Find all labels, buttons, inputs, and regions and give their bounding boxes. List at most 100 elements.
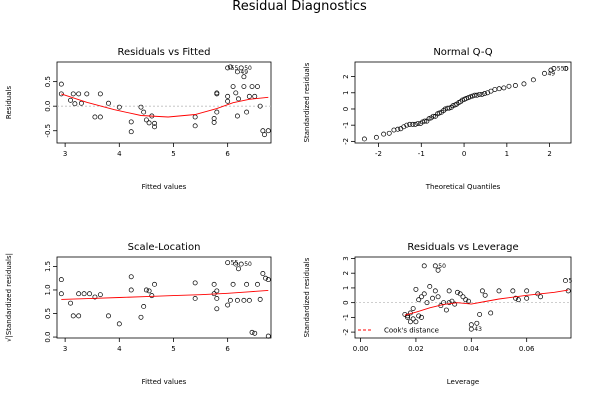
residuals-vs-leverage-data-point — [455, 289, 460, 295]
scale-location-title: Scale-Location — [128, 242, 201, 253]
residuals-vs-leverage-data-point — [474, 320, 480, 326]
normal-qq-data-point — [398, 126, 404, 132]
normal-qq-data-point — [436, 110, 442, 116]
scale-location-data-point — [97, 292, 103, 298]
normal-qq-data-point — [422, 118, 428, 124]
residuals-vs-leverage-data-point — [446, 288, 452, 294]
normal-qq-x-axis-label: Theoretical Quantiles — [425, 183, 501, 191]
scale-location-data-point — [141, 303, 147, 309]
residuals-vs-fitted-data-point — [97, 114, 103, 120]
normal-qq-point-label: 49 — [547, 70, 555, 77]
scale-location-data-point — [265, 333, 271, 339]
residuals-vs-fitted-data-point — [72, 101, 78, 107]
normal-qq-data-point — [448, 104, 454, 110]
residuals-vs-leverage-title: Residuals vs Leverage — [407, 242, 518, 253]
residuals-vs-leverage-y-axis-label: Standardized residuals — [303, 257, 311, 337]
scale-location-data-point — [58, 291, 64, 297]
normal-qq-data-point — [551, 66, 557, 71]
residuals-vs-leverage-data-point — [477, 311, 483, 317]
residuals-vs-fitted-plot-frame — [56, 61, 272, 144]
residuals-vs-fitted-data-point — [58, 81, 64, 87]
residuals-vs-leverage-x-axis-label: Leverage — [447, 378, 479, 386]
residuals-vs-leverage-point-label: 50 — [438, 263, 446, 270]
residuals-vs-leverage-data-point — [416, 297, 422, 303]
normal-qq-y-tick-label: -2 — [342, 138, 350, 145]
normal-qq-data-point — [472, 92, 478, 98]
residuals-vs-fitted-data-point — [241, 84, 247, 89]
normal-qq-data-point — [373, 134, 379, 140]
residuals-vs-fitted-data-point — [92, 114, 98, 120]
normal-qq-data-point — [496, 86, 502, 92]
scale-location-point-label: 55 — [231, 260, 239, 267]
residuals-vs-fitted-data-point — [58, 91, 64, 97]
scale-location-data-point — [70, 313, 76, 319]
scale-location-x-axis-label: Fitted values — [142, 378, 187, 386]
residuals-vs-fitted-data-point — [192, 123, 198, 129]
residuals-vs-leverage-data-point — [463, 297, 469, 303]
normal-qq-data-point — [361, 136, 367, 142]
residuals-vs-leverage-data-point — [479, 288, 485, 294]
normal-qq-data-point — [479, 91, 485, 97]
residuals-vs-leverage-data-point — [430, 295, 435, 301]
scale-location-data-point — [214, 306, 220, 312]
scale-location-data-point — [58, 277, 64, 283]
scale-location-data-point — [152, 281, 157, 287]
residuals-vs-leverage-data-point — [488, 310, 494, 316]
residuals-vs-leverage-data-point — [482, 292, 488, 298]
scale-location-data-point — [252, 330, 258, 336]
residuals-vs-leverage-data-point — [446, 300, 452, 306]
normal-qq-x-tick-label: -2 — [375, 150, 382, 158]
residuals-vs-fitted-data-point — [225, 65, 231, 71]
residuals-vs-leverage-data-point — [466, 298, 471, 304]
residuals-vs-leverage-data-point — [510, 288, 516, 294]
residuals-vs-leverage-y-tick-label: -2 — [342, 329, 350, 336]
residuals-vs-leverage-data-point — [538, 294, 543, 300]
residuals-vs-fitted-data-point — [76, 91, 82, 97]
scale-location-data-point — [257, 296, 263, 302]
normal-qq-panel: Normal Q-Q -2 -1 0 1 2 -2 -1 0 1 2 Theoretical Quan… — [303, 47, 572, 191]
residuals-vs-fitted-data-point — [214, 91, 220, 97]
scale-location-data-point — [255, 281, 260, 287]
scale-location-point-label: 50 — [244, 261, 252, 268]
residuals-vs-leverage-x-tick-label: 0.04 — [464, 345, 480, 353]
residuals-vs-leverage-plot-frame — [354, 256, 572, 339]
residuals-vs-leverage-y-tick-label: 1 — [342, 286, 350, 290]
scale-location-data-point — [246, 297, 252, 303]
normal-qq-data-point — [415, 121, 421, 127]
panels: Residuals vs Fitted 3 4 5 6 -0.5 0.0 0.5 Fitted … — [5, 47, 572, 386]
scale-location-data-point — [263, 275, 269, 281]
residuals-vs-fitted-data-point — [152, 120, 157, 126]
residuals-vs-fitted-x-tick-label: 4 — [117, 150, 122, 158]
residuals-vs-leverage-x-tick-label: 0.06 — [519, 345, 535, 353]
scale-location-y-tick-label: 1.5 — [44, 261, 52, 272]
residuals-vs-fitted-data-point — [128, 119, 134, 125]
normal-qq-x-tick-label: -1 — [418, 150, 425, 158]
scale-location-data-point — [260, 271, 266, 276]
residuals-vs-leverage-data-point — [468, 322, 474, 328]
scale-location-x-tick-label: 5 — [171, 345, 175, 353]
residuals-vs-leverage-y-tick-label: 0 — [342, 300, 350, 304]
residuals-vs-leverage-data-point — [565, 288, 571, 294]
residuals-vs-leverage-data-point — [515, 297, 521, 303]
normal-qq-data-point — [404, 122, 410, 128]
normal-qq-data-point — [465, 95, 471, 101]
residuals-vs-fitted-y-tick-label: -0.5 — [44, 124, 52, 138]
residuals-vs-leverage-data-point — [460, 294, 466, 300]
scale-location-data-point — [106, 313, 111, 319]
residuals-vs-leverage-data-point — [410, 316, 416, 322]
normal-qq-data-point — [563, 66, 569, 71]
residuals-vs-leverage-data-point — [435, 267, 441, 273]
normal-qq-data-point — [430, 113, 436, 119]
scale-location-panel: Scale-Location 3 4 5 6 0.0 0.5 1.0 1.5 Fitted val… — [5, 242, 272, 386]
residuals-vs-leverage-point-label: 5 — [568, 278, 572, 285]
normal-qq-y-axis-label: Standardized residuals — [303, 62, 311, 142]
scale-location-data-point — [76, 291, 82, 297]
normal-qq-data-point — [458, 99, 464, 105]
residuals-vs-fitted-data-point — [141, 109, 147, 115]
scale-location-y-tick-label: 0.5 — [44, 308, 52, 319]
residuals-vs-fitted-data-point — [227, 64, 233, 70]
residuals-vs-leverage-data-point — [432, 263, 438, 269]
residuals-vs-fitted-data-point — [97, 91, 103, 97]
residuals-vs-fitted-data-point — [214, 109, 220, 115]
normal-qq-data-point — [482, 91, 488, 97]
